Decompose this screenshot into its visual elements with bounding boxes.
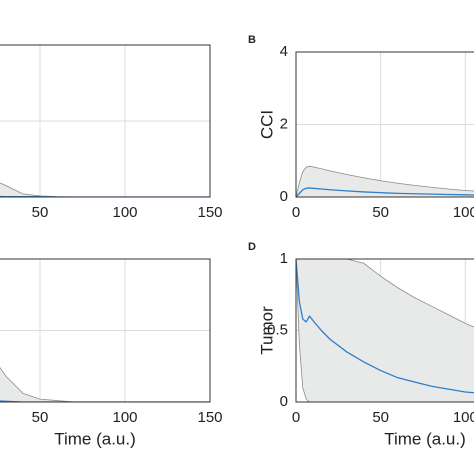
x-tick-label: 100	[453, 204, 474, 221]
band	[296, 259, 474, 402]
x-axis-label: Time (a.u.)	[384, 429, 466, 448]
y-tick-label: 0	[280, 393, 288, 410]
y-axis-label: CCI	[257, 110, 276, 139]
mean-line	[296, 259, 474, 394]
x-axis-label: Time (a.u.)	[54, 429, 136, 448]
band-edge	[296, 259, 474, 328]
y-tick-label: 0.5	[267, 321, 288, 338]
band	[0, 367, 210, 402]
x-tick-label: 50	[372, 409, 389, 426]
plot	[0, 259, 210, 402]
y-tick-label: 2	[280, 115, 288, 132]
y-tick-label: 1	[280, 250, 288, 267]
band-edge	[296, 259, 474, 402]
x-tick-label: 50	[372, 204, 389, 221]
x-tick-label: 0	[292, 409, 300, 426]
x-tick-label: 100	[112, 204, 137, 221]
band-edge	[0, 366, 210, 402]
mean-line	[296, 187, 474, 197]
plot	[0, 45, 210, 197]
panel-label: D	[248, 241, 256, 253]
axes-box	[295, 258, 474, 403]
axes-box	[295, 51, 474, 198]
y-tick-label: 0	[280, 188, 288, 205]
axes-box	[0, 44, 211, 198]
y-axis-label: Tumor	[257, 306, 276, 355]
plot	[296, 52, 474, 197]
band	[0, 182, 210, 197]
axes-box	[0, 258, 211, 403]
x-tick-label: 0	[292, 204, 300, 221]
band-edge	[296, 165, 474, 197]
x-tick-label: 100	[112, 409, 137, 426]
panel-label: B	[248, 34, 256, 46]
x-tick-label: 50	[32, 409, 49, 426]
x-tick-label: 150	[197, 409, 222, 426]
x-tick-label: 100	[453, 409, 474, 426]
y-tick-label: 4	[280, 43, 288, 60]
plot	[296, 259, 474, 402]
band-edge	[0, 182, 210, 197]
x-tick-label: 50	[32, 204, 49, 221]
x-tick-label: 150	[197, 204, 222, 221]
